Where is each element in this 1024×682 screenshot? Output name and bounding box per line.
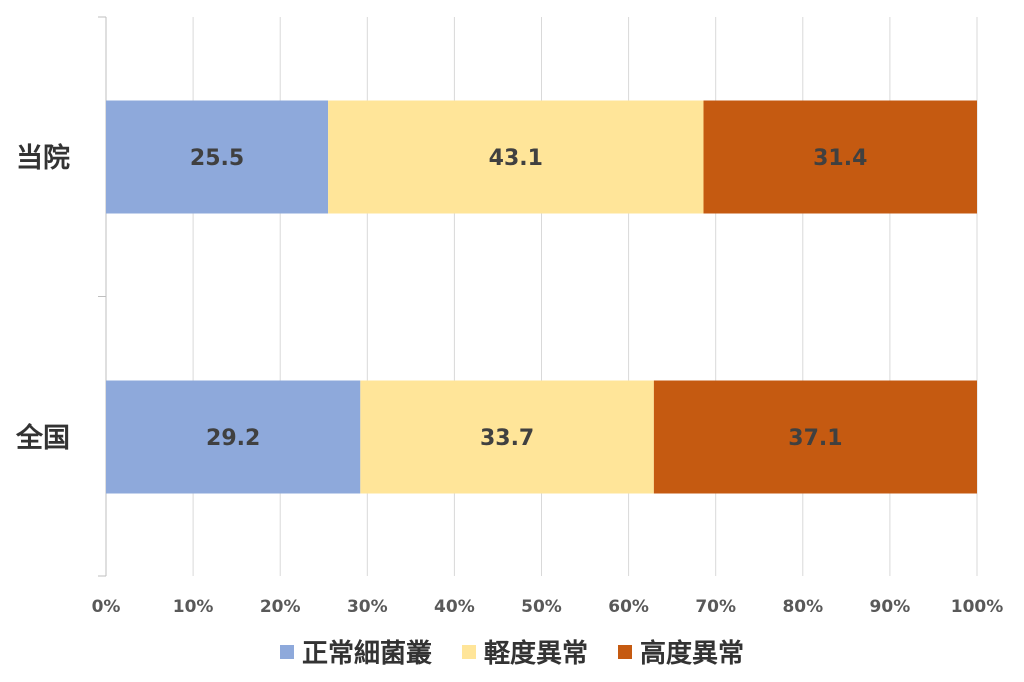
data-label: 33.7 xyxy=(480,426,534,451)
bar-segment xyxy=(360,380,654,494)
legend-item-severe: 高度異常 xyxy=(618,633,744,670)
bar-segment xyxy=(703,100,977,214)
legend-swatch-mild xyxy=(461,644,476,659)
x-tick-label: 50% xyxy=(521,597,562,617)
category-label: 全国 xyxy=(15,422,70,454)
legend: 正常細菌叢 軽度異常 高度異常 xyxy=(0,633,1024,670)
x-tick-label: 0% xyxy=(92,597,121,617)
legend-item-mild: 軽度異常 xyxy=(461,633,588,670)
bar-segment xyxy=(106,380,361,494)
bar-segment xyxy=(328,100,704,214)
bar-segment xyxy=(653,380,977,494)
data-label: 37.1 xyxy=(788,426,842,451)
legend-label-mild: 軽度異常 xyxy=(483,639,588,669)
x-tick-label: 40% xyxy=(434,597,475,617)
legend-item-normal: 正常細菌叢 xyxy=(279,633,432,670)
x-tick-label: 100% xyxy=(951,597,1004,617)
x-tick-label: 20% xyxy=(260,597,301,617)
legend-label-severe: 高度異常 xyxy=(640,639,745,669)
x-tick-label: 90% xyxy=(870,597,911,617)
legend-swatch-severe xyxy=(618,644,632,659)
x-tick-label: 30% xyxy=(347,597,388,617)
x-tick-label: 80% xyxy=(782,597,823,617)
data-label: 43.1 xyxy=(489,146,543,171)
category-label: 当院 xyxy=(16,142,70,174)
data-label: 31.4 xyxy=(813,146,867,171)
data-label: 29.2 xyxy=(206,426,260,451)
x-tick-label: 70% xyxy=(695,597,736,617)
data-label: 25.5 xyxy=(190,146,244,171)
x-tick-label: 10% xyxy=(173,597,214,617)
bar-segment xyxy=(106,100,329,214)
legend-label-normal: 正常細菌叢 xyxy=(301,639,432,669)
x-tick-label: 60% xyxy=(608,597,649,617)
legend-swatch-normal xyxy=(279,644,294,659)
